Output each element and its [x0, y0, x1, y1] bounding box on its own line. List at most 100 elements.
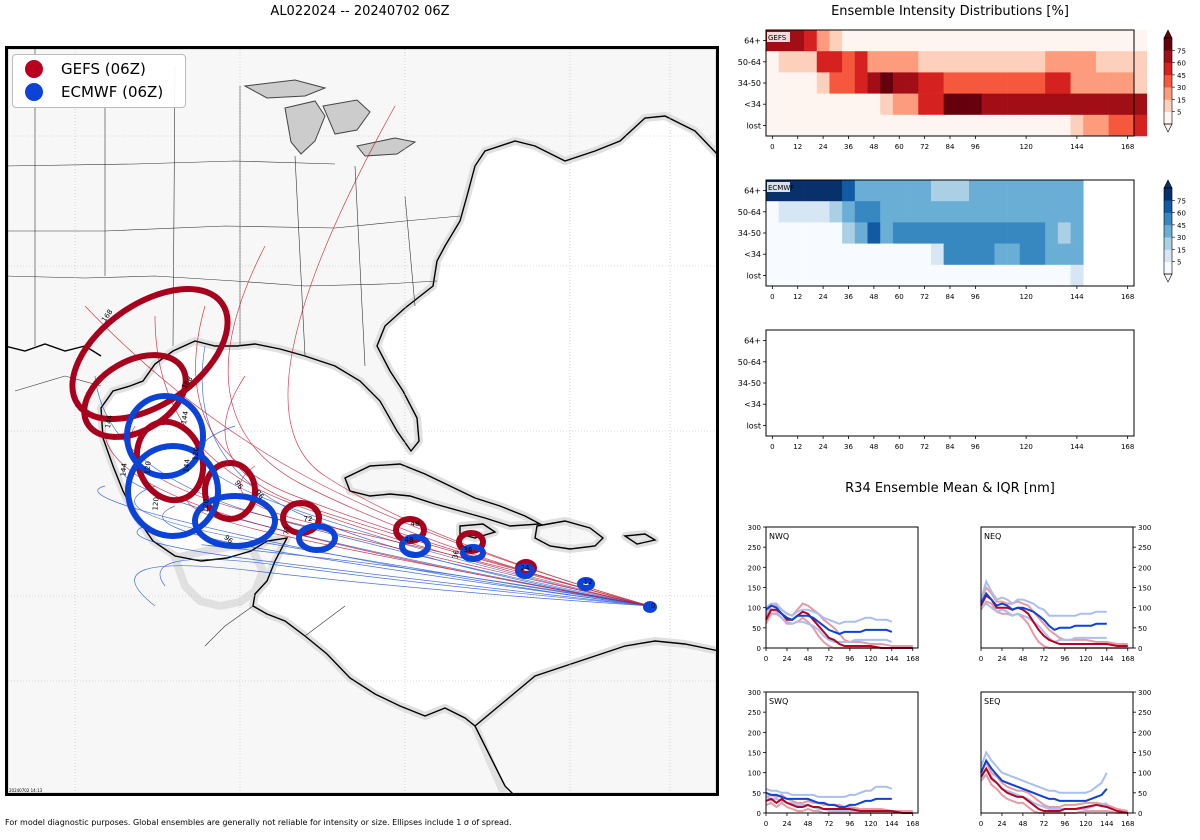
heat-cell [791, 114, 805, 137]
heat-cell [930, 114, 944, 137]
heat-cell [867, 243, 881, 266]
heat-cell [969, 180, 983, 202]
series-line [980, 594, 1128, 647]
heat-cell [804, 201, 818, 223]
heat-cell [791, 201, 805, 223]
heat-cell [778, 201, 792, 223]
heat-cell [905, 30, 919, 52]
heat-cell [994, 114, 1008, 137]
heat-cell [969, 264, 983, 287]
heat-cell [842, 264, 856, 287]
x-tick-label: 60 [895, 443, 904, 451]
series-line [980, 760, 1128, 812]
series-line [765, 791, 892, 808]
x-tick-label: 48 [869, 143, 878, 151]
heat-cell [981, 114, 995, 137]
heat-cell [804, 72, 818, 94]
x-tick-label: 168 [906, 655, 919, 663]
map-stamp: 20240702 14:13 [9, 788, 43, 793]
x-tick-label: 24 [783, 655, 792, 663]
heat-cell [1045, 180, 1059, 202]
svg-text:144: 144 [104, 414, 114, 429]
heat-cell [829, 114, 843, 137]
heat-cell [1108, 72, 1122, 94]
heat-cell [778, 243, 792, 266]
heat-cell [766, 93, 779, 116]
heat-cell [1019, 243, 1033, 266]
x-tick-label: 120 [864, 820, 877, 828]
series-line [765, 797, 913, 814]
svg-text:36: 36 [464, 546, 473, 554]
heat-cell [1095, 93, 1109, 116]
heat-cell [1057, 243, 1071, 266]
y-tick-label: 250 [748, 544, 761, 552]
heat-cell [854, 264, 868, 287]
x-tick-label: 48 [869, 443, 878, 451]
heat-cell [1019, 222, 1033, 244]
row-label: <34 [744, 100, 761, 109]
heat-cell [766, 114, 779, 137]
heat-cell [918, 264, 932, 287]
heat-cell [994, 243, 1008, 266]
x-tick-label: 60 [895, 293, 904, 301]
heat-cell [905, 264, 919, 287]
heat-cell [1057, 72, 1071, 94]
heat-cell [816, 51, 830, 73]
series-line [765, 608, 893, 643]
heat-cell [1121, 93, 1135, 116]
heat-cell [842, 30, 856, 52]
row-label: lost [747, 271, 761, 280]
colorbar-label: 5 [1177, 259, 1181, 267]
svg-text:120: 120 [201, 499, 210, 513]
heat-cell [804, 114, 818, 137]
colorbar-step [1164, 38, 1172, 51]
heat-cell [1019, 72, 1033, 94]
heat-cell [867, 30, 881, 52]
heat-cell [829, 30, 843, 52]
heat-cell [766, 51, 779, 73]
heat-cell [867, 264, 881, 287]
heat-cell [1070, 264, 1084, 287]
heat-cell [842, 93, 856, 116]
x-tick-label: 72 [920, 443, 929, 451]
row-label: 64+ [744, 337, 761, 346]
x-tick-label: 96 [971, 293, 980, 301]
series-line [980, 602, 1107, 644]
ecmwf-ellipses [124, 393, 657, 613]
heat-cell [854, 72, 868, 94]
heat-cell [892, 30, 906, 52]
x-tick-label: 120 [1019, 293, 1032, 301]
panel-tag: GEFS [768, 34, 787, 42]
svg-text:12: 12 [584, 578, 593, 586]
colorbar-extend [1163, 273, 1173, 283]
heat-cell [981, 72, 995, 94]
heat-cell [1019, 30, 1033, 52]
heat-cell [981, 222, 995, 244]
colorbar-step [1164, 62, 1172, 76]
heat-cell [1057, 201, 1071, 223]
colorbar-step [1164, 261, 1172, 275]
legend-label-ecmwf: ECMWF (06Z) [61, 83, 164, 101]
colorbar-step [1164, 200, 1172, 213]
row-label: <34 [744, 250, 761, 259]
x-tick-label: 84 [946, 293, 955, 301]
x-tick-label: 72 [824, 655, 833, 663]
axes-frame [765, 691, 919, 814]
colorbar-label: 60 [1177, 60, 1186, 68]
row-label: 34-50 [738, 79, 761, 88]
heat-cell [1134, 93, 1147, 116]
heat-cell [1032, 180, 1046, 202]
gefs-ellipses [69, 285, 537, 577]
x-tick-label: 0 [764, 655, 768, 663]
x-tick-label: 72 [824, 820, 833, 828]
y-tick-label: 250 [1138, 709, 1151, 717]
colorbar-extend [1163, 123, 1173, 133]
colorbar-extend [1163, 29, 1173, 39]
heat-cell [778, 93, 792, 116]
heat-cell [981, 264, 995, 287]
x-tick-label: 168 [1121, 443, 1134, 451]
heat-cell [880, 114, 894, 137]
heat-cell [880, 93, 894, 116]
r34-panel-seq: SEQ 0 50 100 150 200 250 300 0 24 48 72 96 120 144 168 [979, 689, 1152, 828]
intensity-panel-empty: 64+ 50-64 34-50 <34 lost 0 12 24 36 48 60 72 84 96 120… [738, 329, 1135, 451]
